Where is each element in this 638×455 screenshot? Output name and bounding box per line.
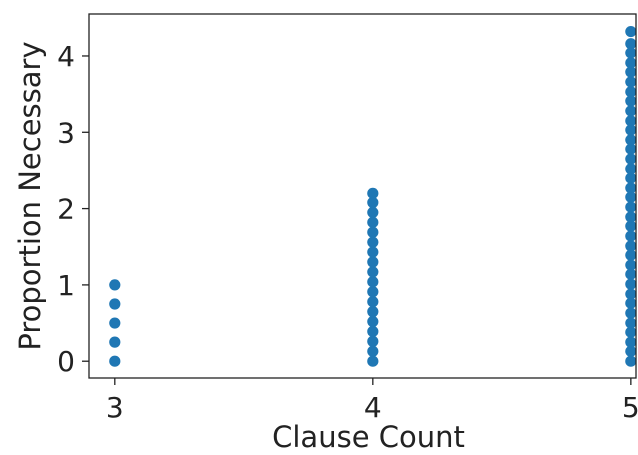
data-point bbox=[625, 86, 637, 98]
y-tick-label: 3 bbox=[57, 116, 75, 149]
x-tick-label: 5 bbox=[622, 391, 638, 424]
data-point bbox=[109, 279, 121, 291]
data-point bbox=[367, 266, 379, 278]
data-point bbox=[625, 191, 637, 203]
data-point bbox=[625, 25, 637, 38]
data-point bbox=[367, 256, 379, 268]
data-point bbox=[625, 336, 637, 348]
plot-frame bbox=[88, 13, 637, 379]
y-tick-label: 4 bbox=[57, 40, 75, 73]
data-point bbox=[367, 296, 379, 308]
data-point bbox=[367, 246, 379, 258]
x-tick-label: 3 bbox=[106, 391, 124, 424]
data-point bbox=[625, 345, 637, 357]
data-point bbox=[367, 216, 379, 228]
y-axis-label: Proportion Necessary bbox=[13, 41, 47, 350]
data-point bbox=[367, 206, 379, 219]
data-point bbox=[367, 276, 379, 288]
data-point bbox=[625, 182, 637, 194]
data-point bbox=[625, 124, 637, 136]
y-tick-label: 1 bbox=[57, 269, 75, 302]
data-point bbox=[367, 236, 379, 248]
data-point bbox=[625, 240, 637, 252]
data-point bbox=[367, 325, 379, 338]
data-point bbox=[625, 47, 637, 59]
data-point bbox=[625, 326, 637, 338]
data-point bbox=[625, 307, 637, 319]
y-axis-ticks: 0 1 2 3 4 bbox=[57, 40, 89, 378]
data-point bbox=[625, 297, 637, 309]
x-tick-label: 4 bbox=[364, 391, 382, 424]
data-point bbox=[625, 134, 637, 146]
data-point bbox=[625, 211, 637, 223]
data-point bbox=[109, 355, 121, 367]
data-point bbox=[625, 317, 637, 329]
data-point bbox=[625, 288, 637, 300]
data-point bbox=[367, 286, 379, 298]
data-point bbox=[625, 172, 637, 184]
data-point bbox=[625, 105, 637, 117]
data-point bbox=[625, 259, 637, 271]
data-point bbox=[367, 335, 379, 347]
data-points bbox=[109, 25, 637, 367]
data-point bbox=[625, 115, 637, 127]
data-point bbox=[625, 278, 637, 290]
x-axis-label: Clause Count bbox=[272, 420, 465, 454]
y-tick-label: 2 bbox=[57, 193, 75, 226]
y-tick-label: 0 bbox=[57, 345, 75, 378]
data-point bbox=[625, 201, 637, 213]
data-point bbox=[625, 38, 637, 50]
data-point bbox=[367, 345, 379, 357]
data-point bbox=[367, 187, 379, 199]
data-point bbox=[625, 355, 637, 367]
data-point bbox=[109, 336, 121, 348]
data-point bbox=[625, 163, 637, 175]
data-point bbox=[367, 315, 379, 328]
data-point bbox=[625, 249, 637, 261]
data-point bbox=[625, 143, 637, 155]
data-point bbox=[625, 57, 637, 69]
data-point bbox=[625, 95, 637, 107]
x-axis-ticks: 3 4 5 bbox=[106, 378, 638, 424]
data-point bbox=[625, 76, 637, 88]
data-point bbox=[367, 226, 379, 238]
data-point bbox=[625, 66, 637, 78]
data-point bbox=[625, 230, 637, 242]
data-point bbox=[109, 317, 121, 329]
data-point bbox=[625, 220, 637, 232]
data-point bbox=[367, 306, 379, 318]
data-point bbox=[367, 196, 379, 209]
data-point bbox=[367, 355, 379, 367]
data-point bbox=[625, 153, 637, 165]
data-point bbox=[625, 268, 637, 280]
data-point bbox=[109, 298, 121, 310]
